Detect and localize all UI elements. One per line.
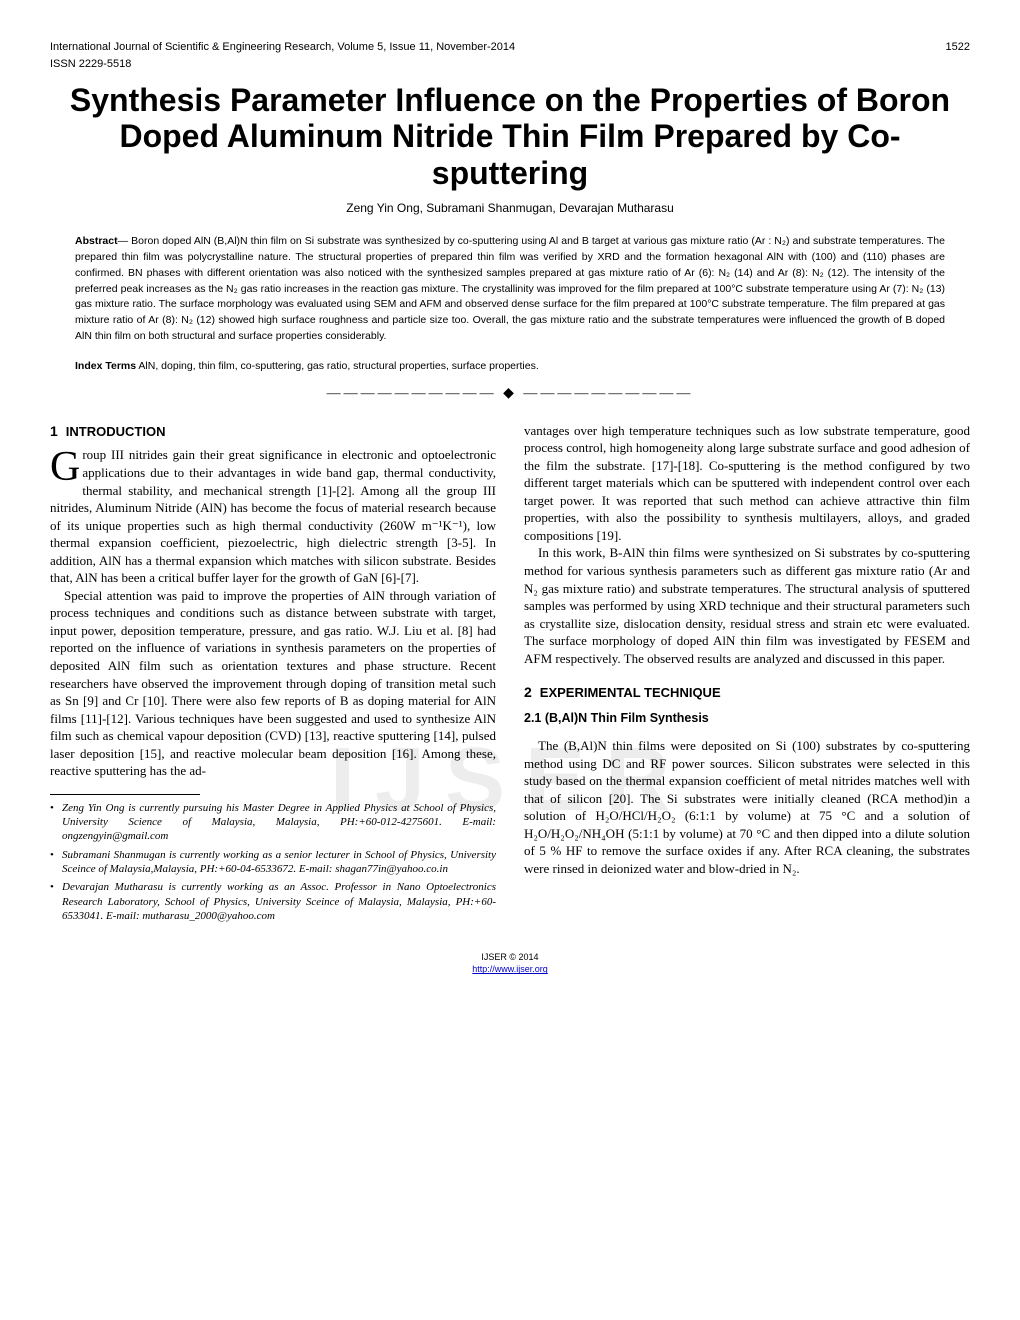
authors: Zeng Yin Ong, Subramani Shanmugan, Devar… xyxy=(50,200,970,216)
journal-info: International Journal of Scientific & En… xyxy=(50,40,515,55)
section-2-title: EXPERIMENTAL TECHNIQUE xyxy=(540,685,721,700)
index-terms-label: Index Terms xyxy=(75,360,136,372)
affiliation-3: Devarajan Mutharasu is currently working… xyxy=(50,880,496,923)
footer-link[interactable]: http://www.ijser.org xyxy=(472,964,548,974)
right-column: vantages over high temperature technique… xyxy=(524,422,970,928)
section-1-heading: 1 INTRODUCTION xyxy=(50,422,496,441)
left-column: 1 INTRODUCTION Group III nitrides gain th… xyxy=(50,422,496,928)
index-terms: Index Terms AlN, doping, thin film, co-s… xyxy=(75,359,945,373)
intro-para-1-text: roup III nitrides gain their great signi… xyxy=(50,447,496,585)
page-number: 1522 xyxy=(946,40,970,55)
col2-para-2: In this work, B-AlN thin films were synt… xyxy=(524,544,970,667)
affiliation-2: Subramani Shanmugan is currently working… xyxy=(50,848,496,877)
footer-copyright: IJSER © 2014 xyxy=(50,951,970,963)
columns: 1 INTRODUCTION Group III nitrides gain th… xyxy=(50,422,970,928)
header-row: International Journal of Scientific & En… xyxy=(50,40,970,55)
affiliation-1: Zeng Yin Ong is currently pursuing his M… xyxy=(50,801,496,844)
footer: IJSER © 2014 http://www.ijser.org xyxy=(50,951,970,975)
section-1-num: 1 xyxy=(50,423,58,439)
intro-para-1: Group III nitrides gain their great sign… xyxy=(50,446,496,586)
section-1-title: INTRODUCTION xyxy=(66,424,166,439)
separator: —————————— ◆ —————————— xyxy=(50,385,970,404)
abstract-label: Abstract xyxy=(75,235,118,247)
exp-para-1: The (B,Al)N thin films were deposited on… xyxy=(524,737,970,877)
section-2-heading: 2 EXPERIMENTAL TECHNIQUE xyxy=(524,683,970,702)
section-2-num: 2 xyxy=(524,684,532,700)
index-terms-text: AlN, doping, thin film, co-sputtering, g… xyxy=(136,360,539,372)
dropcap: G xyxy=(50,446,82,484)
issn: ISSN 2229-5518 xyxy=(50,57,970,72)
abstract-text: — Boron doped AlN (B,Al)N thin film on S… xyxy=(75,235,945,342)
affiliations: Zeng Yin Ong is currently pursuing his M… xyxy=(50,801,496,923)
footnote-separator xyxy=(50,794,200,795)
intro-para-2: Special attention was paid to improve th… xyxy=(50,587,496,780)
paper-title: Synthesis Parameter Influence on the Pro… xyxy=(50,82,970,192)
abstract: Abstract— Boron doped AlN (B,Al)N thin f… xyxy=(75,234,945,344)
subsection-2-1: 2.1 (B,Al)N Thin Film Synthesis xyxy=(524,710,970,727)
col2-para-1: vantages over high temperature technique… xyxy=(524,422,970,545)
